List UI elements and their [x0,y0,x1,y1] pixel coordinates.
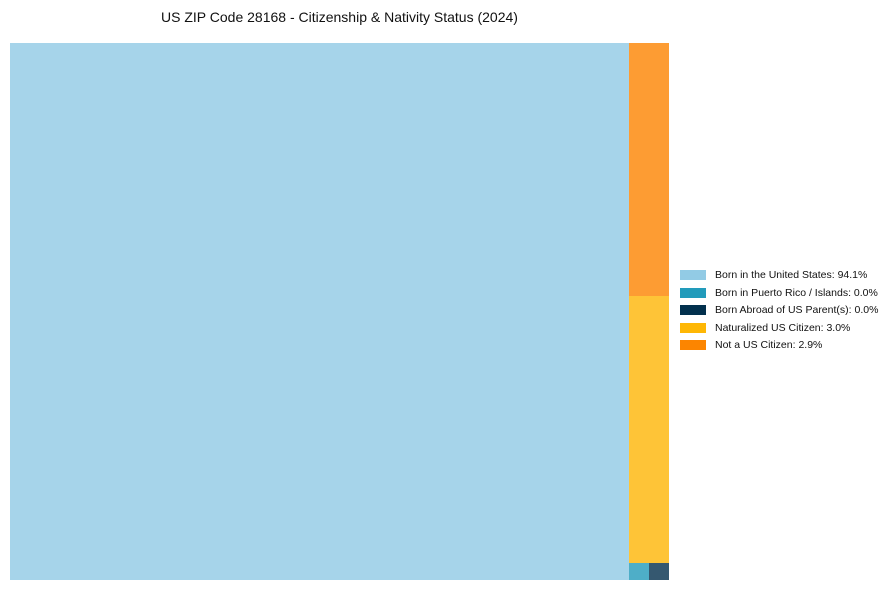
tile-born-abroad-us-parents [649,563,669,580]
legend-swatch [680,270,706,281]
legend-swatch [680,287,706,298]
chart-title: US ZIP Code 28168 - Citizenship & Nativi… [161,9,518,25]
legend-swatch [680,305,706,316]
legend-label: Not a US Citizen: 2.9% [715,339,823,352]
legend-label: Naturalized US Citizen: 3.0% [715,321,851,334]
chart-legend: Born in the United States: 94.1% Born in… [680,268,878,356]
legend-item: Born Abroad of US Parent(s): 0.0% [680,303,878,318]
legend-swatch [680,340,706,351]
legend-item: Born in Puerto Rico / Islands: 0.0% [680,286,878,301]
legend-item: Born in the United States: 94.1% [680,268,878,283]
legend-item: Not a US Citizen: 2.9% [680,338,878,353]
legend-label: Born in the United States: 94.1% [715,269,868,282]
legend-label: Born Abroad of US Parent(s): 0.0% [715,304,879,317]
legend-item: Naturalized US Citizen: 3.0% [680,321,878,336]
tile-born-in-us [10,43,629,580]
legend-label: Born in Puerto Rico / Islands: 0.0% [715,286,878,299]
tile-not-us-citizen [629,43,669,296]
tile-naturalized [629,296,669,563]
tile-born-puerto-rico [629,563,649,580]
legend-swatch [680,322,706,333]
